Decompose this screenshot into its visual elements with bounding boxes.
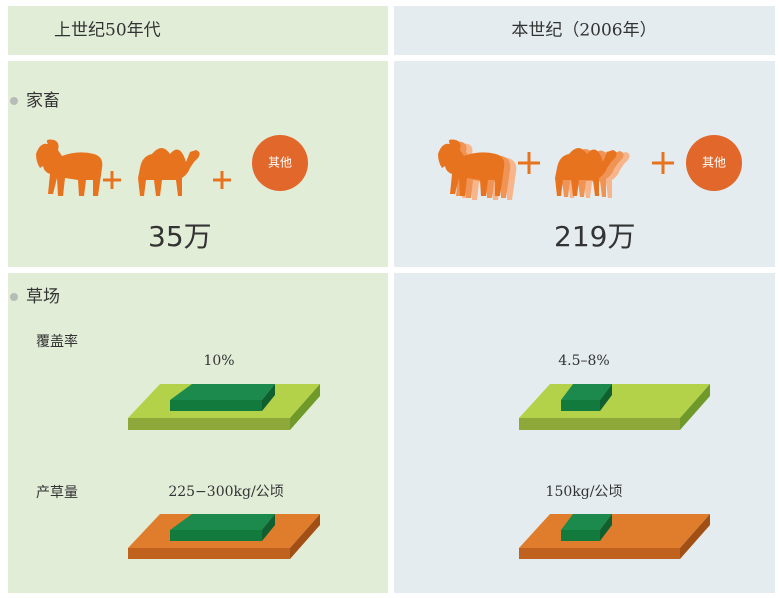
row-label: 覆盖率 xyxy=(36,333,78,350)
yield-slab xyxy=(128,514,320,559)
yield-slab xyxy=(519,514,710,559)
section-title: 家畜 xyxy=(26,91,60,111)
column-heading: 上世纪50年代 xyxy=(54,21,161,41)
yield-value: 150kg/公顷 xyxy=(546,484,623,500)
section-title: 草场 xyxy=(26,287,60,307)
coverage-value: 10% xyxy=(203,353,234,369)
livestock-total: 219万 xyxy=(554,220,635,253)
bullet xyxy=(10,97,18,105)
livestock-total: 35万 xyxy=(148,220,212,253)
infographic: 上世纪50年代 本世纪（2006年） 家畜 其他 35万 其他 219万 草场 … xyxy=(0,0,779,598)
coverage-value: 4.5–8% xyxy=(558,353,609,369)
coverage-slab xyxy=(128,384,320,430)
column-heading: 本世纪（2006年） xyxy=(511,21,656,41)
row-label: 产草量 xyxy=(36,485,78,501)
other-label: 其他 xyxy=(268,156,292,170)
yield-value: 225−300kg/公顷 xyxy=(168,484,283,500)
coverage-slab xyxy=(519,384,710,430)
bullet xyxy=(10,293,18,301)
other-label: 其他 xyxy=(702,156,726,170)
